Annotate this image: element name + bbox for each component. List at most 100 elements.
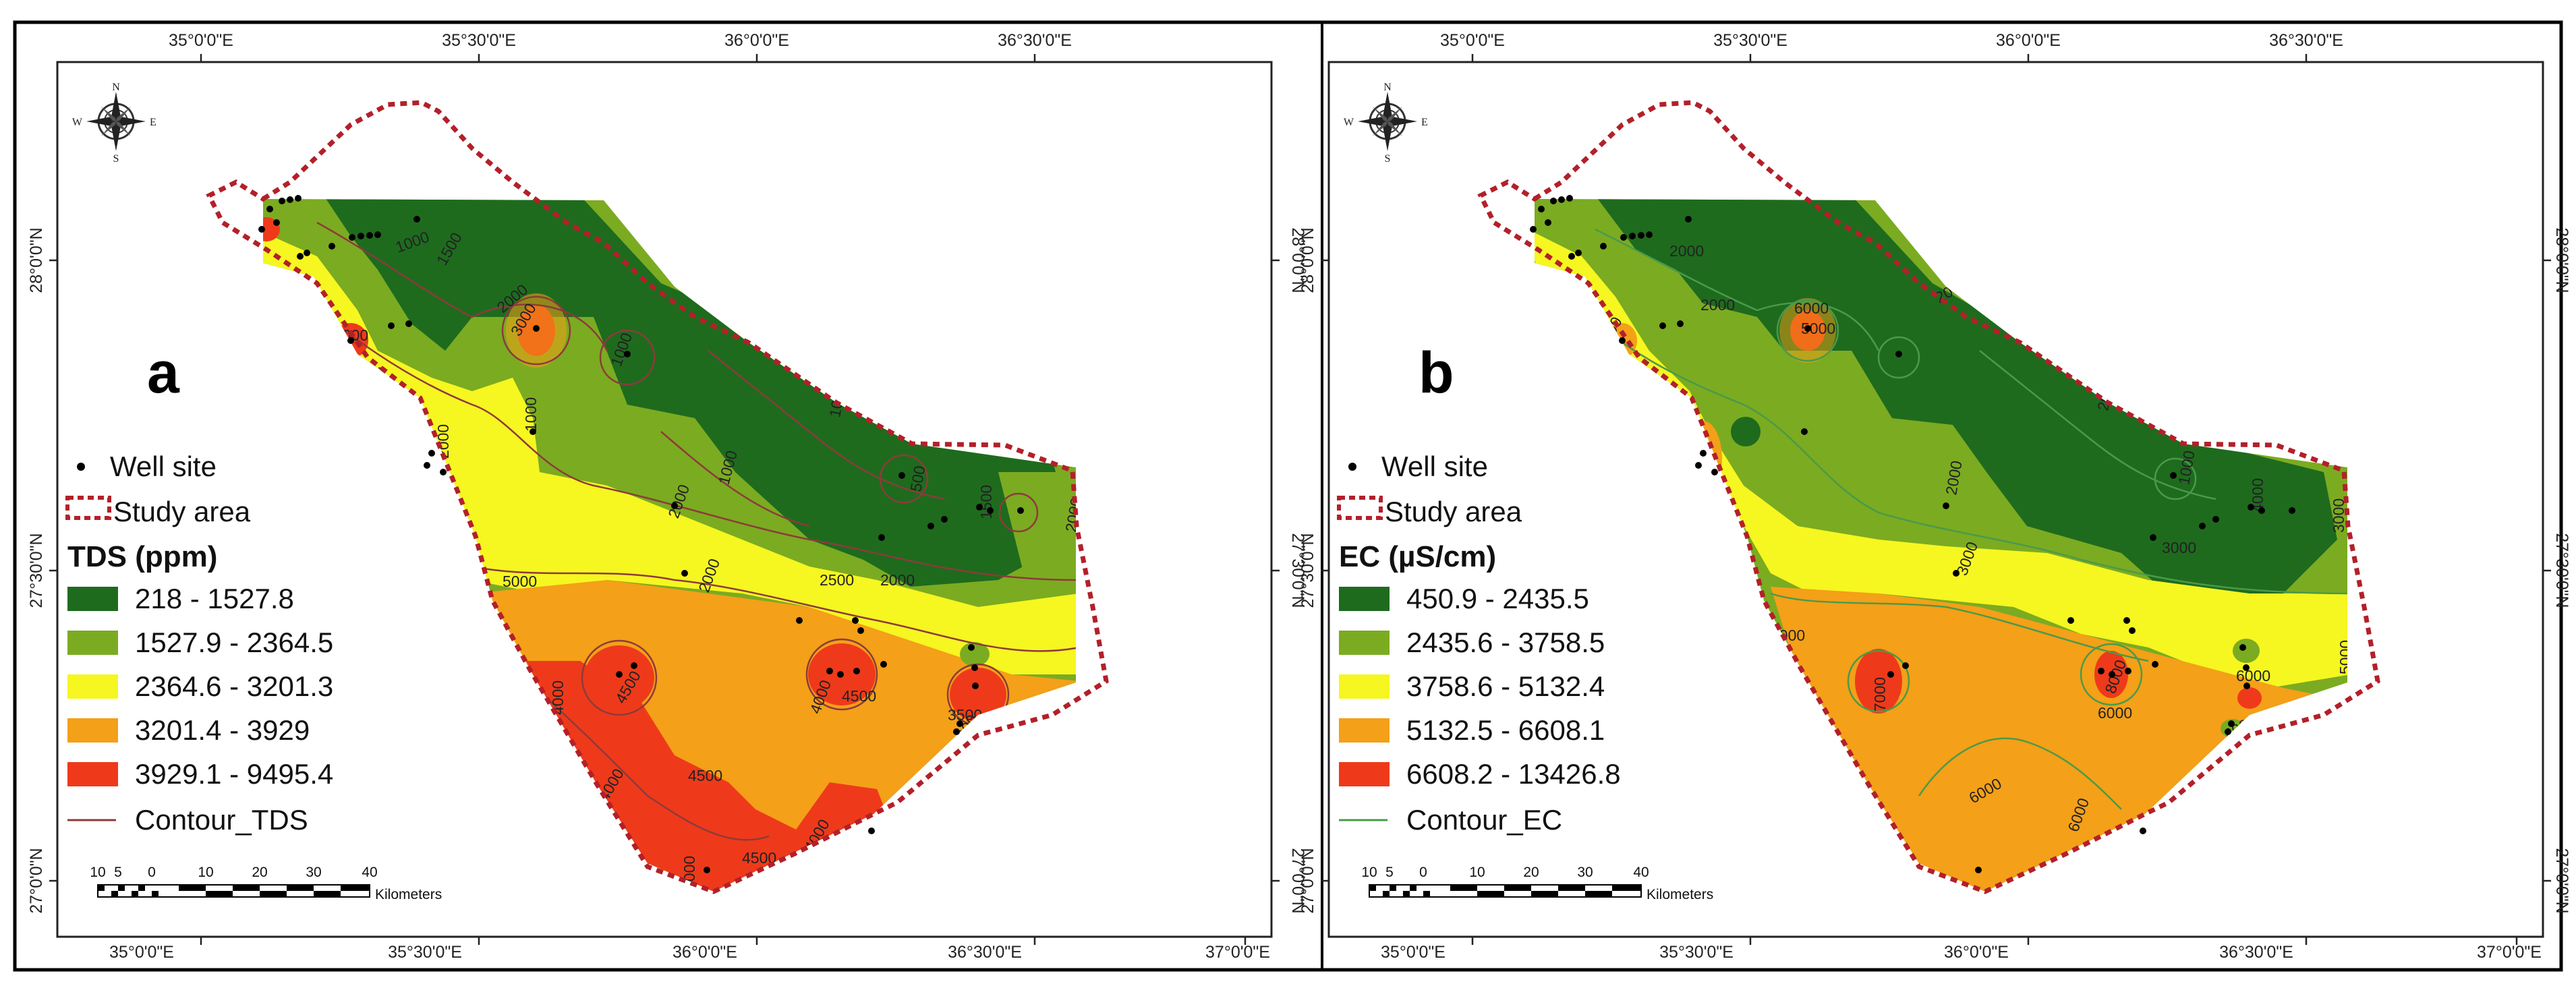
top-tick-label: 35°30'0"E — [1713, 31, 1787, 50]
well-site — [2129, 627, 2136, 634]
contour-label: 3000 — [2162, 539, 2196, 556]
scale-tick: 20 — [252, 865, 267, 880]
well-site — [616, 671, 623, 678]
legend-swatch — [1339, 762, 1390, 786]
legend-class-label: 5132.5 - 6608.1 — [1406, 714, 1605, 746]
well-site — [1685, 216, 1692, 223]
scale-tick: 5 — [1385, 865, 1394, 880]
well-site — [878, 534, 885, 541]
top-tick-label: 36°30'0"E — [998, 31, 1072, 50]
well-site — [1619, 337, 1626, 344]
well-site — [273, 219, 280, 226]
legend-swatch — [1339, 674, 1390, 699]
study-area-boundary — [1477, 100, 2380, 894]
well-site — [1695, 462, 1702, 469]
well-site — [2123, 617, 2130, 624]
right-tick-label: 27°30'0"N — [1288, 533, 1307, 608]
well-site — [1566, 195, 1573, 202]
well-site — [2243, 664, 2250, 671]
left-tick-label: 27°0'0"N — [27, 848, 46, 913]
panel-a-map: 35°0'0"E 35°30'0"E 36°0'0"E 36°30'0"E 35… — [27, 31, 1307, 962]
contour-label: 6000 — [1794, 299, 1829, 317]
well-site — [853, 668, 860, 674]
well-site — [1538, 206, 1545, 212]
contour-label: 2000 — [1700, 296, 1735, 314]
well-site — [1895, 351, 1902, 357]
bottom-tick-label: 35°30'0"E — [1659, 943, 1734, 962]
study-area-legend-icon — [1337, 496, 1383, 520]
well-site — [2225, 728, 2231, 735]
right-tick-label: 27°30'0"N — [2552, 533, 2571, 608]
left-tick-label: 27°30'0"N — [27, 533, 46, 608]
well-site — [953, 728, 960, 735]
legend-class-label: 1527.9 - 2364.5 — [135, 627, 333, 658]
legend-class-label: 3758.6 - 5132.4 — [1406, 670, 1605, 702]
class-zone — [998, 472, 1076, 607]
contour-lines — [283, 221, 1076, 841]
right-tick-label: 28°0'0"N — [2552, 227, 2571, 293]
well-site — [2140, 828, 2146, 834]
left-tick-label: 28°0'0"N — [27, 227, 46, 293]
class-zone — [263, 217, 280, 241]
legend-class-label: 450.9 - 2435.5 — [1406, 583, 1589, 614]
bottom-tick-label: 36°30'0"E — [2219, 943, 2293, 962]
scale-tick: 5 — [114, 865, 122, 880]
panel-label: b — [1419, 341, 1454, 405]
top-tick-label: 35°0'0"E — [1440, 31, 1505, 50]
well-site — [868, 828, 875, 834]
well-site — [2248, 504, 2254, 511]
well-sites — [1530, 195, 2295, 873]
left-tick-label: 27°30'0"N — [1298, 533, 1317, 608]
legend-a: Well site Study area TDS (ppm) 218 - 152… — [65, 451, 333, 836]
legend-well-site: Well site — [110, 451, 217, 482]
well-site — [1646, 231, 1653, 238]
contour-label: 5000 — [2337, 640, 2354, 674]
well-site — [2150, 534, 2156, 541]
well-site — [1902, 662, 1909, 669]
legend-swatch — [67, 762, 118, 786]
contour-label: 1500 — [977, 485, 995, 519]
svg-text:E: E — [150, 117, 156, 128]
scale-tick: 0 — [148, 865, 156, 880]
well-site — [681, 570, 688, 577]
well-site — [1804, 325, 1811, 332]
legend-contour: Contour_TDS — [135, 804, 308, 836]
well-site — [1575, 250, 1582, 256]
well-site — [287, 196, 293, 203]
well-site — [826, 668, 833, 674]
top-tick-label: 36°0'0"E — [724, 31, 789, 50]
well-site — [2170, 472, 2177, 479]
well-site — [796, 617, 803, 624]
well-site — [1545, 219, 1551, 226]
well-site — [424, 462, 430, 469]
bottom-tick-label: 36°0'0"E — [672, 943, 737, 962]
scale-tick: 20 — [1523, 865, 1539, 880]
well-site — [2125, 668, 2131, 674]
well-site — [2239, 644, 2246, 651]
well-site — [304, 250, 310, 256]
legend-class-label: 2364.6 - 3201.3 — [135, 670, 333, 702]
well-site — [349, 234, 355, 241]
scale-bar: 10 5 0 10 20 30 40 Kilometers — [90, 865, 442, 902]
well-site — [1629, 233, 1636, 239]
well-site — [852, 617, 859, 624]
legend-class-label: 3929.1 - 9495.4 — [135, 758, 333, 790]
right-tick-label: 28°0'0"N — [1288, 227, 1307, 293]
study-area-boundary — [206, 100, 1109, 894]
scale-tick: 10 — [1361, 865, 1377, 880]
well-site — [297, 253, 304, 260]
compass-rose-icon: N S E W — [1344, 82, 1428, 165]
well-site — [704, 867, 710, 873]
well-site — [266, 206, 273, 212]
svg-text:W: W — [1344, 117, 1354, 128]
well-site — [357, 233, 364, 239]
legend-swatch — [1339, 631, 1390, 655]
svg-text:W: W — [72, 117, 83, 128]
legend-class-label: 218 - 1527.8 — [135, 583, 294, 614]
scale-tick: 40 — [362, 865, 377, 880]
scale-tick: 0 — [1419, 865, 1427, 880]
well-site — [2098, 668, 2105, 674]
left-tick-label: 28°0'0"N — [1298, 227, 1317, 293]
well-site — [405, 320, 412, 327]
class-zone — [1731, 417, 1761, 446]
